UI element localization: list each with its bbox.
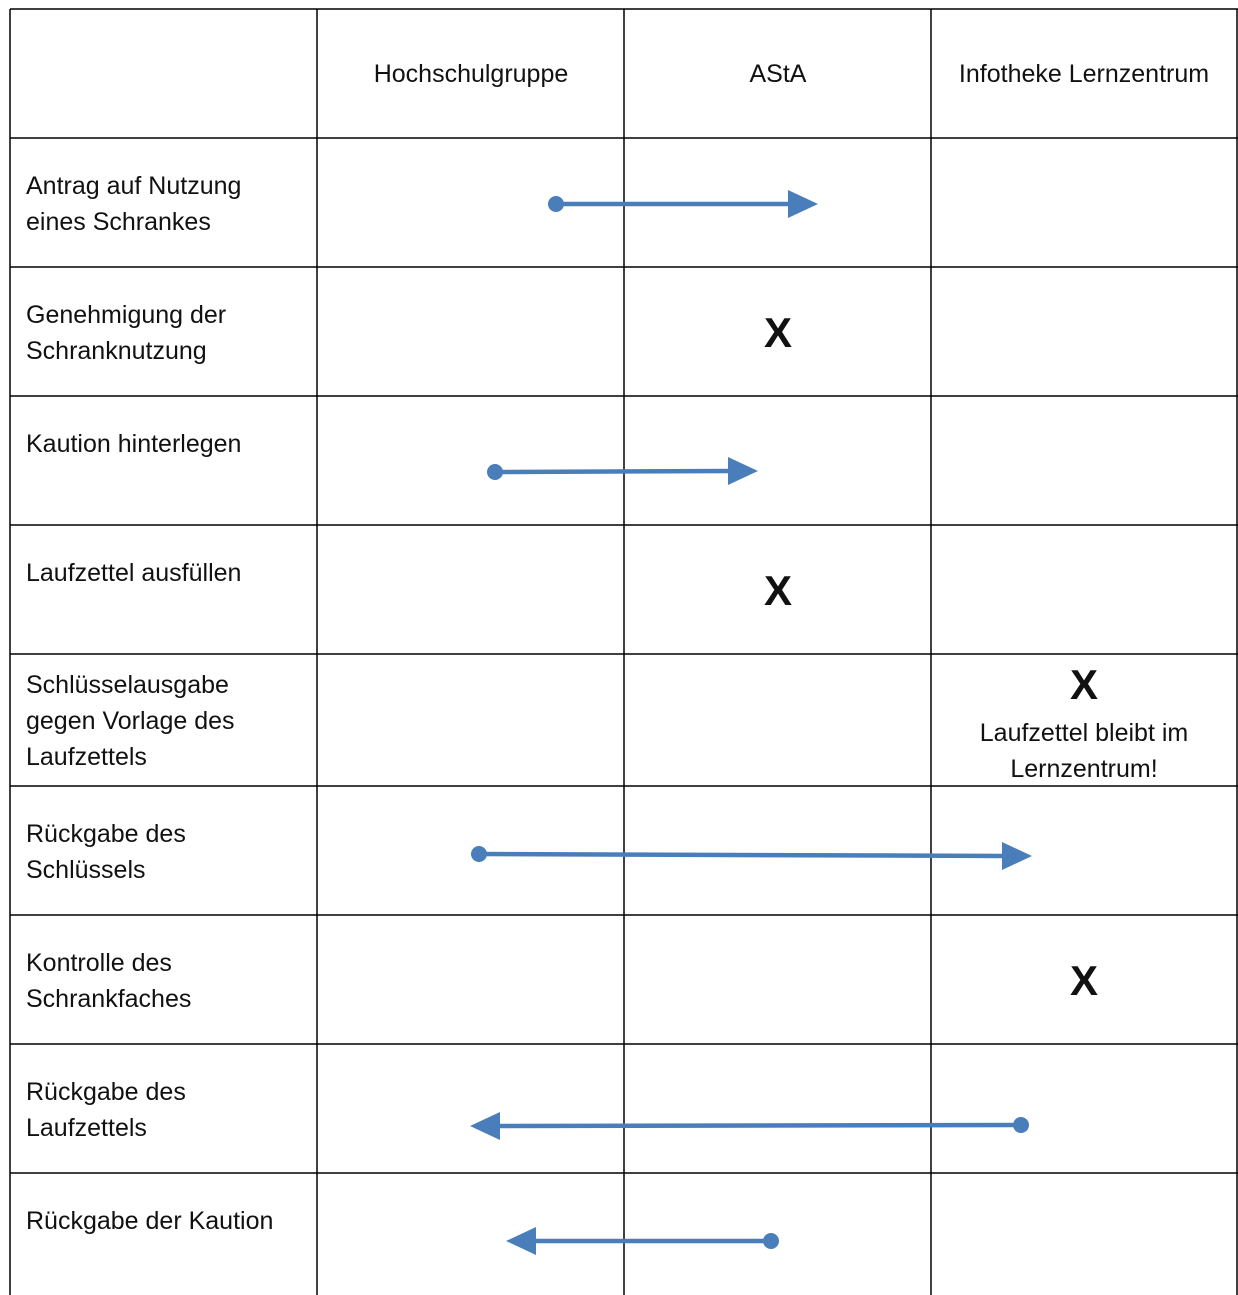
column-header-asta: AStA: [749, 60, 807, 88]
flow-arrow-rueckgabe-laufzettel: [470, 1112, 1029, 1140]
row-label-genehmigung: Genehmigung der Schranknutzung: [26, 301, 227, 365]
flow-arrow-kaution: [487, 457, 758, 485]
marker-x-kontrolle: X: [1069, 957, 1098, 1004]
row-label-antrag: Antrag auf Nutzung eines Schrankes: [26, 172, 242, 236]
row-label-rueckgabe-laufzettel: Rückgabe des Laufzettels: [26, 1078, 186, 1142]
marker-x-genehmigung: X: [763, 309, 792, 356]
row-label-laufzettel-ausfuellen: Laufzettel ausfüllen: [26, 559, 242, 587]
column-header-infotheke: Infotheke Lernzentrum: [958, 60, 1210, 88]
flow-arrow-rueckgabe-schluessel: [471, 842, 1032, 870]
row-label-schluesselausgabe: Schlüsselausgabe gegen Vorlage des Laufz…: [26, 671, 235, 771]
flow-arrow-rueckgabe-kaution: [506, 1227, 779, 1255]
flow-arrow-antrag: [548, 190, 818, 218]
grid-lines: [9, 8, 1238, 1295]
column-header-hochschulgruppe: Hochschulgruppe: [373, 60, 569, 88]
marker-x-laufzettel: X: [763, 567, 792, 614]
note-laufzettel-bleibt: Laufzettel bleibt im Lernzentrum!: [979, 719, 1189, 783]
row-label-rueckgabe-schluessel: Rückgabe des Schlüssels: [26, 820, 186, 884]
row-label-kontrolle: Kontrolle des Schrankfaches: [26, 949, 192, 1013]
row-label-rueckgabe-kaution: Rückgabe der Kaution: [26, 1207, 274, 1235]
row-label-kaution: Kaution hinterlegen: [26, 430, 242, 458]
marker-x-schluesselausgabe: X: [1069, 661, 1098, 708]
